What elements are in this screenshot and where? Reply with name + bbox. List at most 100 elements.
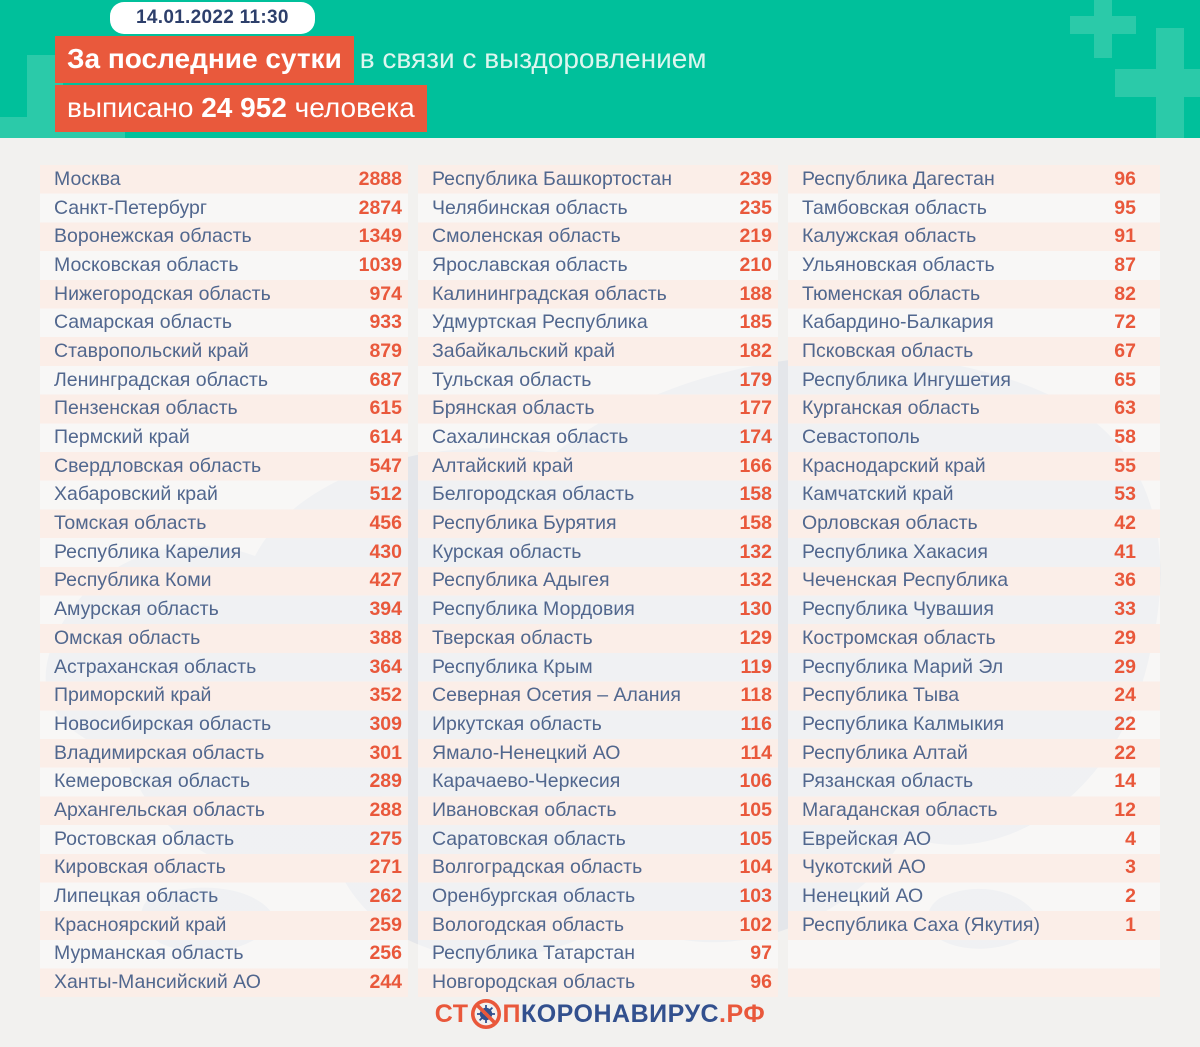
logo-text-p: П: [502, 999, 521, 1028]
region-value: 116: [740, 712, 772, 735]
region-label: Свердловская область: [54, 454, 262, 477]
region-value: 456: [369, 512, 402, 535]
region-value: 129: [739, 626, 772, 649]
region-value: 58: [1114, 426, 1136, 449]
region-value: 36: [1114, 569, 1136, 592]
region-value: 33: [1114, 598, 1136, 621]
region-value: 179: [739, 368, 772, 391]
region-label: Тамбовская область: [802, 196, 987, 219]
region-label: Карачаево-Черкесия: [432, 770, 621, 793]
region-label: Ямало-Ненецкий АО: [432, 741, 621, 764]
table-row: Республика Башкортостан 239: [418, 165, 778, 194]
region-label: Республика Ингушетия: [802, 368, 1011, 391]
region-value: 974: [369, 282, 402, 305]
table-row: Волгоградская область 104: [418, 854, 778, 883]
region-value: 102: [739, 913, 772, 936]
region-label: Республика Тыва: [802, 684, 960, 707]
table-column: Республика Башкортостан 239 Челябинская об…: [418, 165, 778, 997]
region-value: 97: [750, 942, 772, 965]
table-row: Республика Алтай 22: [788, 739, 1160, 768]
region-label: Республика Саха (Якутия): [802, 913, 1040, 936]
region-label: Чеченская Республика: [802, 569, 1009, 592]
table-row: Вологодская область 102: [418, 911, 778, 940]
region-value: 182: [739, 339, 772, 362]
region-value: 1039: [358, 253, 402, 276]
region-value: 614: [369, 426, 402, 449]
table-row: Карачаево-Черкесия 106: [418, 767, 778, 796]
region-label: Волгоградская область: [432, 856, 643, 879]
region-label: Иркутская область: [432, 712, 602, 735]
table-row: Сахалинская область 174: [418, 423, 778, 452]
region-value: 547: [369, 454, 402, 477]
region-value: 879: [369, 339, 402, 362]
title-highlight: За последние сутки: [55, 36, 354, 83]
region-value: 22: [1114, 712, 1136, 735]
region-label: Московская область: [54, 253, 239, 276]
region-label: Магаданская область: [802, 798, 998, 821]
table-row: Челябинская область 235: [418, 194, 778, 223]
region-value: 185: [739, 311, 772, 334]
region-value: 933: [369, 311, 402, 334]
table-row: Брянская область 177: [418, 395, 778, 424]
region-value: 430: [369, 540, 402, 563]
table-row: Москва 2888: [40, 165, 408, 194]
region-label: Томская область: [54, 512, 207, 535]
region-value: 55: [1114, 454, 1136, 477]
region-label: Москва: [54, 167, 121, 190]
region-value: 41: [1114, 540, 1136, 563]
title-line2-box: выписано 24 952 человека: [55, 85, 427, 132]
table-row: Смоленская область 219: [418, 222, 778, 251]
region-value: 271: [369, 856, 402, 879]
region-label: Орловская область: [802, 512, 978, 535]
region-value: 352: [369, 684, 402, 707]
region-label: Смоленская область: [432, 225, 621, 248]
table-row: Алтайский край 166: [418, 452, 778, 481]
region-label: Курская область: [432, 540, 582, 563]
region-label: Амурская область: [54, 598, 219, 621]
region-label: Самарская область: [54, 311, 232, 334]
region-label: Тюменская область: [802, 282, 981, 305]
region-value: 427: [369, 569, 402, 592]
region-label: Ханты-Мансийский АО: [54, 971, 261, 994]
region-value: 14: [1114, 770, 1136, 793]
title-plain: в связи с выздоровлением: [359, 43, 707, 74]
region-label: Тверская область: [432, 626, 593, 649]
region-value: 119: [740, 655, 772, 678]
region-label: Республика Алтай: [802, 741, 968, 764]
table-row: Республика Тыва 24: [788, 681, 1160, 710]
table-row: Владимирская область 301: [40, 739, 408, 768]
table-row: Удмуртская Республика 185: [418, 308, 778, 337]
table-row: Республика Крым 119: [418, 653, 778, 682]
region-value: 22: [1114, 741, 1136, 764]
table-row: Ханты-Мансийский АО 244: [40, 968, 408, 997]
content-area: Москва 2888 Санкт-Петербург 2874 Воронежская…: [0, 138, 1200, 1047]
region-label: Республика Дагестан: [802, 167, 995, 190]
region-label: Еврейская АО: [802, 827, 932, 850]
table-row: Республика Саха (Якутия) 1: [788, 911, 1160, 940]
table-row: Тверская область 129: [418, 624, 778, 653]
region-label: Белгородская область: [432, 483, 635, 506]
region-label: Республика Башкортостан: [432, 167, 672, 190]
region-label: Новосибирская область: [54, 712, 272, 735]
plus-decoration-top-right: [1070, 0, 1136, 58]
table-row: Астраханская область 364: [40, 653, 408, 682]
region-label: Кабардино-Балкария: [802, 311, 994, 334]
region-value: 12: [1114, 798, 1136, 821]
table-row: Краснодарский край 55: [788, 452, 1160, 481]
region-label: Рязанская область: [802, 770, 974, 793]
table-row: Ростовская область 275: [40, 825, 408, 854]
region-label: Липецкая область: [54, 885, 219, 908]
table-row: Чеченская Республика 36: [788, 567, 1160, 596]
table-row: Московская область 1039: [40, 251, 408, 280]
region-value: 388: [369, 626, 402, 649]
table-row: Республика Коми 427: [40, 567, 408, 596]
table-row: Кабардино-Балкария 72: [788, 308, 1160, 337]
region-value: 118: [740, 684, 772, 707]
table-row: Белгородская область 158: [418, 481, 778, 510]
region-label: Северная Осетия – Алания: [432, 684, 681, 707]
table-row: Санкт-Петербург 2874: [40, 194, 408, 223]
region-label: Республика Карелия: [54, 540, 242, 563]
region-value: 53: [1114, 483, 1136, 506]
region-label: Воронежская область: [54, 225, 252, 248]
